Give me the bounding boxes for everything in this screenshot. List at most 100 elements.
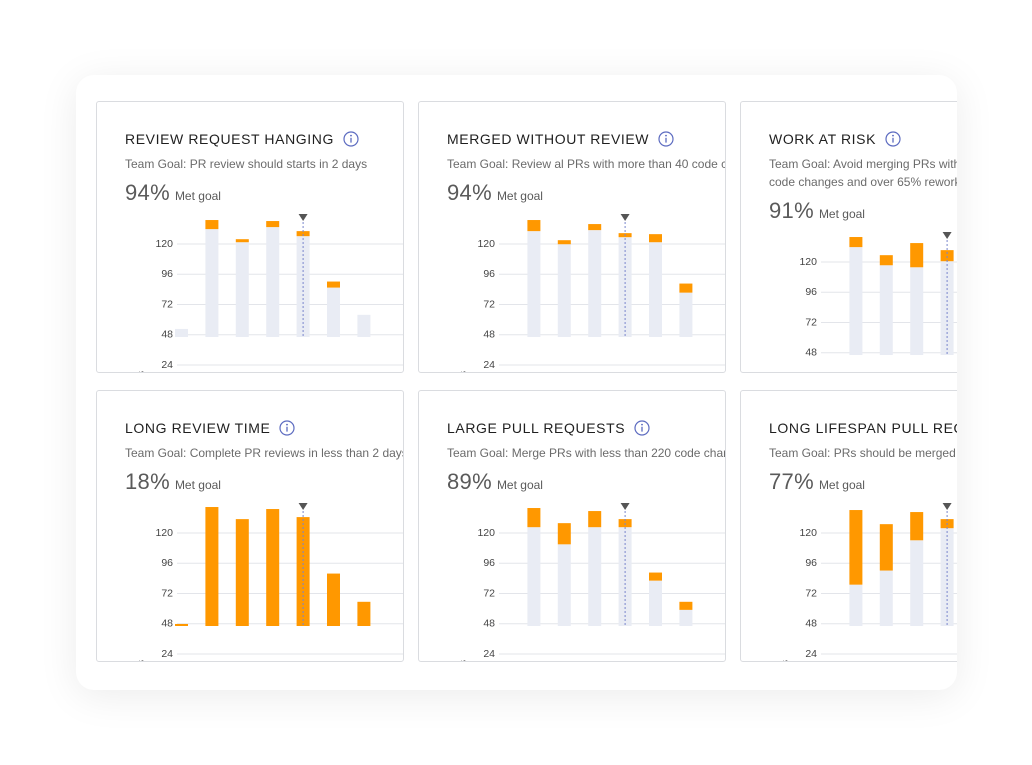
- card-title-row: REVIEW REQUEST HANGING: [125, 130, 403, 148]
- info-icon[interactable]: [343, 131, 359, 147]
- info-icon-ring: [885, 131, 901, 147]
- bar-segment: [205, 229, 219, 337]
- card-subtitle: Team Goal: Merge PRs with less than 220 …: [447, 446, 726, 460]
- y-axis-label: ed PRs: [135, 371, 147, 373]
- card-title-row: LARGE PULL REQUESTS: [447, 419, 725, 437]
- info-icon-dot: [892, 134, 894, 137]
- bar-segment: [649, 572, 662, 581]
- chart: 24 48 72 96 120 ed PRs: [779, 503, 957, 662]
- y-tick-label: 96: [483, 557, 495, 569]
- y-tick-label: 96: [805, 557, 817, 569]
- chart-card: MERGED WITHOUT REVIEW Team Goal: Review a…: [418, 101, 726, 373]
- goal-label: Met goal: [818, 478, 865, 492]
- goal-percent: 89%: [447, 469, 492, 494]
- bar-segment: [327, 287, 340, 337]
- y-tick-label: 72: [161, 298, 173, 310]
- goal-label: Met goal: [496, 478, 543, 492]
- card-subtitle: Team Goal: PR review should starts in 2 …: [125, 157, 368, 171]
- bar-segment: [527, 508, 541, 528]
- bar-segment: [910, 267, 924, 355]
- bar-segment: [879, 255, 893, 266]
- bar-segment: [557, 523, 571, 545]
- card-subtitle: Team Goal: PRs should be merged: [769, 446, 956, 460]
- bar-segment: [849, 584, 863, 626]
- y-tick-label: 24: [805, 648, 817, 660]
- bar-segment: [266, 509, 280, 626]
- bar-segment: [527, 231, 541, 337]
- goal-label: Met goal: [174, 189, 221, 203]
- goal-percent: 94%: [447, 180, 492, 205]
- goal-stat: 94% Met goal: [125, 180, 403, 208]
- goal-percent: 94%: [125, 180, 170, 205]
- card-title-row: WORK AT RISK: [769, 130, 957, 148]
- y-tick-label: 48: [805, 618, 817, 630]
- goal-label: Met goal: [818, 207, 865, 221]
- bar-segment: [235, 239, 249, 243]
- y-tick-label: 72: [161, 587, 173, 599]
- bar-segment: [910, 243, 924, 268]
- chart-card: WORK AT RISK Team Goal: Avoid merging PRs…: [740, 101, 957, 373]
- card-title: MERGED WITHOUT REVIEW: [447, 131, 650, 147]
- card-title: LARGE PULL REQUESTS: [447, 420, 626, 436]
- bar-segment: [527, 220, 541, 232]
- bar-segment: [588, 511, 602, 528]
- y-tick-label: 48: [805, 347, 817, 359]
- y-tick-label: 120: [477, 527, 495, 539]
- goal-stat: 94% Met goal: [447, 180, 725, 208]
- goal-percent: 18%: [125, 469, 170, 494]
- y-axis-label: ed PRs: [135, 660, 147, 662]
- goal-label: Met goal: [174, 478, 221, 492]
- y-tick-label: 96: [483, 268, 495, 280]
- bar-segment: [357, 314, 371, 337]
- highlight-marker: [942, 503, 952, 510]
- info-icon[interactable]: [634, 420, 650, 436]
- bar-segment: [235, 519, 249, 626]
- chart: 24 48 72 96 120 ed PRs: [135, 214, 403, 373]
- highlight-marker: [298, 214, 308, 221]
- card-title: WORK AT RISK: [769, 131, 877, 147]
- chart-card: LONG REVIEW TIME Team Goal: Complete PR r…: [96, 390, 404, 662]
- info-icon-dot: [665, 134, 668, 137]
- y-tick-label: 72: [483, 298, 495, 310]
- y-axis-label: ed PRs: [779, 660, 791, 662]
- goal-stat: 18% Met goal: [125, 469, 403, 497]
- y-tick-label: 96: [805, 286, 817, 298]
- bar-segment: [849, 510, 863, 585]
- bar-segment: [357, 601, 371, 626]
- bar-segment: [175, 328, 188, 337]
- y-tick-label: 120: [477, 238, 495, 250]
- bar-segment: [940, 250, 954, 262]
- y-tick-label: 96: [161, 268, 173, 280]
- info-icon[interactable]: [279, 420, 296, 436]
- bar-segment: [679, 292, 693, 337]
- bar-segment: [588, 527, 602, 626]
- y-tick-label: 72: [805, 316, 817, 328]
- info-icon-ring: [658, 131, 674, 147]
- info-icon-dot: [350, 134, 352, 137]
- chart-card: LARGE PULL REQUESTS Team Goal: Merge PRs …: [418, 390, 726, 662]
- bar-segment: [679, 283, 693, 293]
- y-tick-label: 72: [805, 587, 817, 599]
- y-tick-label: 24: [161, 359, 173, 371]
- y-tick-label: 120: [155, 238, 173, 250]
- info-icon[interactable]: [885, 131, 901, 147]
- bar-segment: [557, 244, 571, 337]
- card-title-row: LONG REVIEW TIME: [125, 419, 403, 437]
- highlight-marker: [942, 232, 952, 239]
- card-title: REVIEW REQUEST HANGING: [125, 131, 334, 147]
- bar-segment: [205, 507, 219, 626]
- card-title-row: LONG LIFESPAN PULL REQUE: [769, 419, 957, 437]
- info-icon-dot: [641, 423, 644, 426]
- goal-label: Met goal: [496, 189, 543, 203]
- goal-stat: 91% Met goal: [769, 198, 957, 226]
- y-tick-label: 24: [483, 359, 495, 371]
- info-icon-ring: [634, 420, 650, 436]
- info-icon-dot: [286, 423, 289, 426]
- info-icon[interactable]: [658, 131, 674, 147]
- bar-segment: [679, 601, 693, 610]
- chart: 24 48 72 96 120 ed PRs: [135, 503, 403, 662]
- bar-segment: [588, 230, 602, 337]
- y-axis-label: ed PRs: [457, 660, 469, 662]
- bar-segment: [235, 242, 249, 337]
